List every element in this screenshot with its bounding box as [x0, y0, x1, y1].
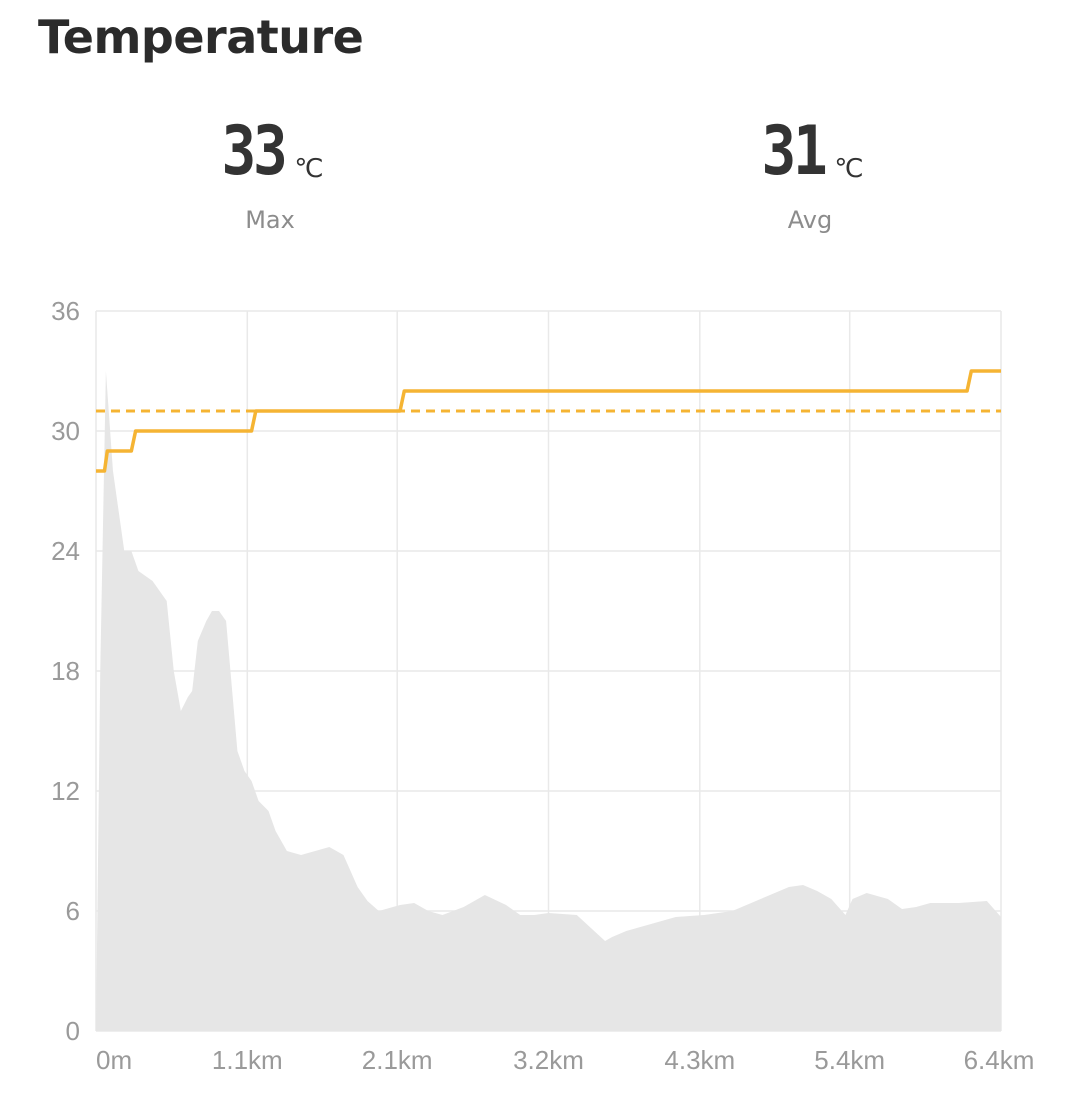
y-tick-label: 12 — [51, 776, 80, 806]
y-tick-label: 30 — [51, 416, 80, 446]
x-tick-label: 4.3km — [664, 1045, 735, 1075]
x-axis-ticks: 0m 1.1km 2.1km 3.2km 4.3km 5.4km 6.4km — [96, 1045, 1034, 1075]
y-tick-label: 36 — [51, 296, 80, 326]
x-tick-label: 0m — [96, 1045, 132, 1075]
x-tick-label: 1.1km — [212, 1045, 283, 1075]
temperature-line — [96, 369, 1001, 473]
y-tick-label: 6 — [66, 896, 80, 926]
avg-temperature-stat: 31 ℃ Avg — [690, 112, 930, 234]
x-tick-label: 6.4km — [964, 1045, 1035, 1075]
temperature-chart: 0 6 12 18 24 30 36 0m 1.1km 2.1km 3.2km 4.3km 5.4km… — [51, 296, 1034, 1075]
y-tick-label: 24 — [51, 536, 80, 566]
max-temperature-label: Max — [245, 206, 295, 234]
y-tick-label: 18 — [51, 656, 80, 686]
avg-temperature-value: 31 — [761, 112, 828, 191]
x-tick-label: 2.1km — [362, 1045, 433, 1075]
temperature-line-layer — [96, 369, 1001, 473]
avg-temperature-unit: ℃ — [834, 154, 864, 184]
elevation-area-layer — [96, 371, 1001, 1031]
x-tick-label: 5.4km — [814, 1045, 885, 1075]
max-temperature-stat: 33 ℃ Max — [150, 112, 390, 234]
max-temperature-unit: ℃ — [294, 154, 324, 184]
y-axis-ticks: 0 6 12 18 24 30 36 — [51, 296, 80, 1046]
x-tick-label: 3.2km — [513, 1045, 584, 1075]
max-temperature-value: 33 — [221, 112, 288, 191]
avg-temperature-label: Avg — [787, 206, 833, 234]
y-tick-label: 0 — [66, 1016, 80, 1046]
elevation-area — [96, 371, 1001, 1031]
page-title: Temperature — [38, 10, 364, 64]
